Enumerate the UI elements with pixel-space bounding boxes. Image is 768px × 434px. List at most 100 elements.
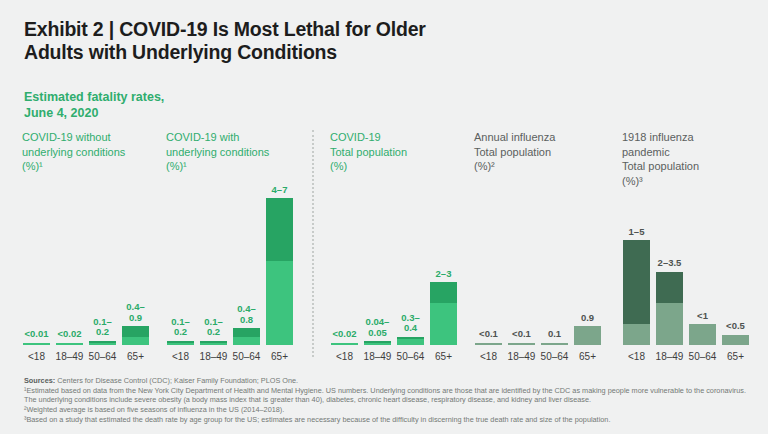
bar bbox=[331, 343, 358, 346]
axis-category-label: <18 bbox=[328, 351, 361, 362]
bar-value-label: 0.4– 0.8 bbox=[237, 304, 256, 325]
axis-category-label: <18 bbox=[620, 351, 653, 362]
bar-segment bbox=[689, 324, 716, 345]
bar bbox=[508, 343, 535, 346]
bar bbox=[56, 343, 83, 346]
chart-panel-2: COVID-19 with underlying conditions (%)¹… bbox=[164, 130, 304, 362]
bar bbox=[200, 341, 227, 345]
x-axis-labels: <1818–4950–6465+ bbox=[472, 351, 604, 362]
panel-divider bbox=[312, 130, 314, 357]
panel-title: COVID-19 with underlying conditions (%)¹ bbox=[166, 130, 316, 174]
bar-segment-lower bbox=[397, 339, 424, 345]
bar-segment bbox=[574, 326, 601, 345]
bar-slot: 0.9 bbox=[571, 313, 604, 345]
panel-title: COVID-19 Total population (%) bbox=[330, 130, 480, 174]
footer-note-3: ³Based on a study that estimated the dea… bbox=[24, 415, 752, 425]
bar bbox=[656, 272, 683, 346]
bar-value-label: 0.1– 0.2 bbox=[171, 317, 190, 338]
bar-segment-upper bbox=[266, 198, 293, 261]
bar bbox=[541, 343, 568, 346]
bar-slot: 0.1– 0.2 bbox=[164, 317, 197, 345]
bar bbox=[430, 282, 457, 345]
axis-category-label: 65+ bbox=[263, 351, 296, 362]
axis-category-label: 50–64 bbox=[394, 351, 427, 362]
bar-segment-lower bbox=[364, 343, 391, 345]
bar-slot: 0.4– 0.9 bbox=[119, 302, 152, 345]
bar-value-label: 0.1 bbox=[548, 329, 561, 340]
sources-text: Centers for Disease Control (CDC); Kaise… bbox=[55, 376, 298, 385]
bar-slot: 1–5 bbox=[620, 227, 653, 346]
exhibit-title: Exhibit 2 | COVID-19 Is Most Lethal for … bbox=[24, 18, 494, 64]
chart-panel-3: COVID-19 Total population (%)<0.020.04– … bbox=[328, 130, 468, 362]
bar-segment-lower bbox=[266, 261, 293, 345]
bar-segment bbox=[475, 343, 502, 346]
bar-slot: <0.01 bbox=[20, 329, 53, 345]
bar bbox=[574, 326, 601, 345]
bar-slot: 0.3– 0.4 bbox=[394, 313, 427, 345]
bar-segment bbox=[56, 343, 83, 346]
bar bbox=[364, 341, 391, 345]
bar-segment bbox=[23, 343, 50, 346]
footer-sources: Sources: Centers for Disease Control (CD… bbox=[24, 376, 752, 386]
bar-value-label: <0.5 bbox=[726, 321, 745, 332]
bar bbox=[167, 341, 194, 345]
bar-slot: 2–3.5 bbox=[653, 258, 686, 345]
axis-category-label: 18–49 bbox=[505, 351, 538, 362]
bar-slot: 0.04– 0.05 bbox=[361, 317, 394, 345]
chart-panel-1: COVID-19 without underlying conditions (… bbox=[20, 130, 160, 362]
bar-segment-upper bbox=[233, 328, 260, 336]
axis-category-label: <18 bbox=[164, 351, 197, 362]
x-axis-labels: <1818–4950–6465+ bbox=[328, 351, 460, 362]
bar-segment-lower bbox=[430, 303, 457, 345]
axis-category-label: 18–49 bbox=[197, 351, 230, 362]
bar-slot: 0.1 bbox=[538, 329, 571, 345]
axis-category-label: 65+ bbox=[571, 351, 604, 362]
bar bbox=[722, 335, 749, 346]
bar-group: <0.02 0.04– 0.050.3– 0.42–3 bbox=[328, 269, 460, 346]
bar-value-label: 2–3.5 bbox=[658, 258, 682, 269]
bar-value-label: 0.9 bbox=[581, 313, 594, 324]
bar-value-label: <0.02 bbox=[57, 329, 81, 340]
axis-category-label: 50–64 bbox=[86, 351, 119, 362]
bar-group: <0.1<0.10.10.9 bbox=[472, 313, 604, 345]
bar-value-label: 0.04– 0.05 bbox=[366, 317, 390, 338]
bar-segment-upper bbox=[623, 240, 650, 324]
bar-slot: 0.4– 0.8 bbox=[230, 304, 263, 345]
bar-slot: 2–3 bbox=[427, 269, 460, 346]
axis-category-label: 50–64 bbox=[538, 351, 571, 362]
bar-group: 0.1– 0.20.1– 0.20.4– 0.84–7 bbox=[164, 185, 296, 346]
bar-segment bbox=[331, 343, 358, 346]
bar-segment-upper bbox=[430, 282, 457, 303]
bar-value-label: 1–5 bbox=[629, 227, 645, 238]
bar bbox=[266, 198, 293, 345]
bar bbox=[89, 341, 116, 345]
bar bbox=[689, 324, 716, 345]
bar-segment-lower bbox=[656, 303, 683, 345]
bar-segment-lower bbox=[233, 337, 260, 345]
bar bbox=[397, 337, 424, 345]
axis-category-label: 50–64 bbox=[230, 351, 263, 362]
bar-value-label: <0.1 bbox=[512, 329, 531, 340]
axis-category-label: 65+ bbox=[719, 351, 752, 362]
bar-segment-lower bbox=[89, 343, 116, 345]
bar-group: 1–5 2–3.5 <1 <0.5 bbox=[620, 227, 752, 346]
bar-slot: 0.1– 0.2 bbox=[86, 317, 119, 345]
footer-note-1: ¹Estimated based on data from the New Yo… bbox=[24, 386, 752, 405]
exhibit-subtitle: Estimated fatality rates, June 4, 2020 bbox=[24, 89, 164, 121]
bar-value-label: <1 bbox=[697, 311, 708, 322]
bar-slot: <1 bbox=[686, 311, 719, 346]
axis-category-label: <18 bbox=[472, 351, 505, 362]
axis-category-label: 65+ bbox=[427, 351, 460, 362]
bar-value-label: <0.02 bbox=[332, 329, 356, 340]
bar bbox=[475, 343, 502, 346]
bar-slot: <0.1 bbox=[505, 329, 538, 345]
axis-category-label: <18 bbox=[20, 351, 53, 362]
bar-group: <0.01 <0.02 0.1– 0.20.4– 0.9 bbox=[20, 302, 152, 345]
footer: Sources: Centers for Disease Control (CD… bbox=[24, 376, 752, 425]
axis-category-label: 18–49 bbox=[361, 351, 394, 362]
x-axis-labels: <1818–4950–6465+ bbox=[620, 351, 752, 362]
panel-title: 1918 influenza pandemic Total population… bbox=[622, 130, 768, 188]
bar bbox=[233, 328, 260, 345]
bar-segment-lower bbox=[623, 324, 650, 345]
axis-category-label: 18–49 bbox=[53, 351, 86, 362]
